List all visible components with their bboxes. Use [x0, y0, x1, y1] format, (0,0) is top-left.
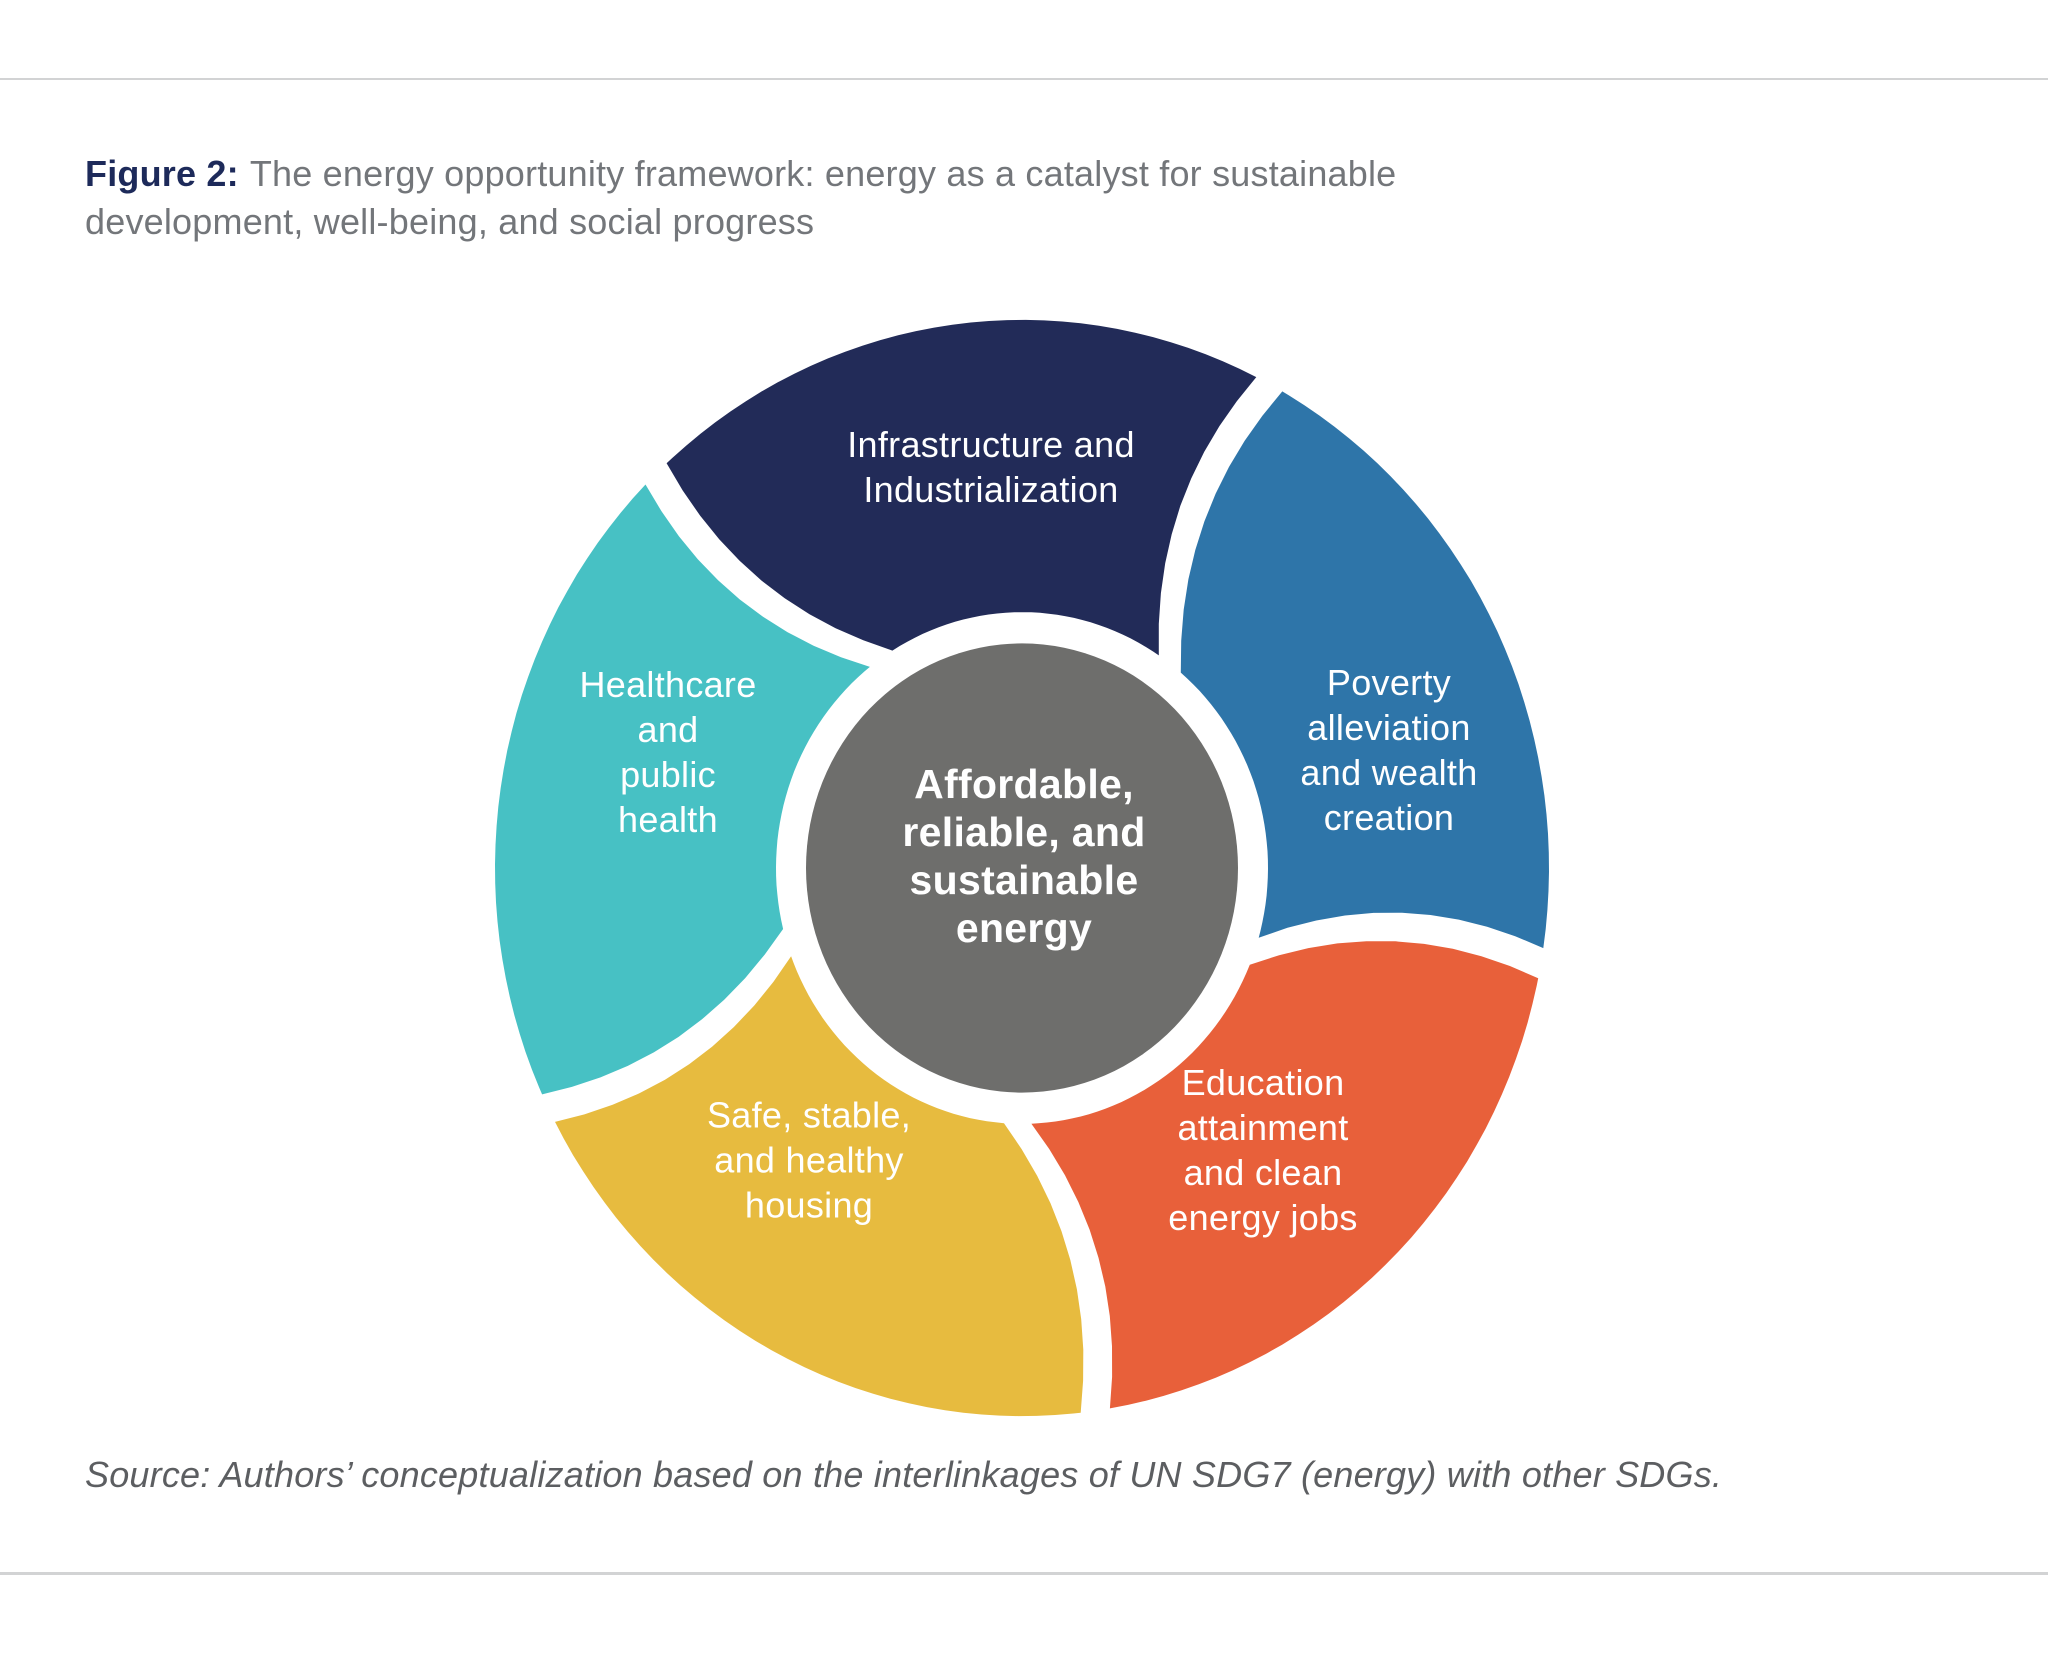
bottom-divider [0, 1572, 2048, 1575]
segment-label-infrastructure: Infrastructure and Industrialization [847, 424, 1135, 510]
segment-label-education: Education attainment and clean energy jo… [1168, 1062, 1358, 1238]
segment-housing-shape [555, 956, 1084, 1417]
figure-caption: Figure 2: The energy opportunity framewor… [85, 150, 1785, 246]
center-circle [806, 643, 1238, 1093]
segment-healthcare-shape [495, 484, 870, 1095]
segment-label-poverty: Poverty alleviation and wealth creation [1300, 662, 1478, 838]
segment-poverty-shape [1180, 391, 1549, 949]
segment-education-shape [1031, 941, 1539, 1409]
segment-label-healthcare: Healthcare and public health [579, 664, 757, 840]
source-note: Source: Authors’ conceptualization based… [85, 1454, 1723, 1495]
figure-label: Figure 2: [85, 153, 239, 194]
segment-infrastructure-shape [666, 319, 1257, 656]
top-divider [0, 78, 2048, 80]
figure-caption-text: The energy opportunity framework: energy… [85, 153, 1397, 242]
segment-label-housing: Safe, stable, and healthy housing [706, 1094, 912, 1226]
wheel-center-label: Affordable, reliable, and sustainable en… [902, 761, 1146, 951]
